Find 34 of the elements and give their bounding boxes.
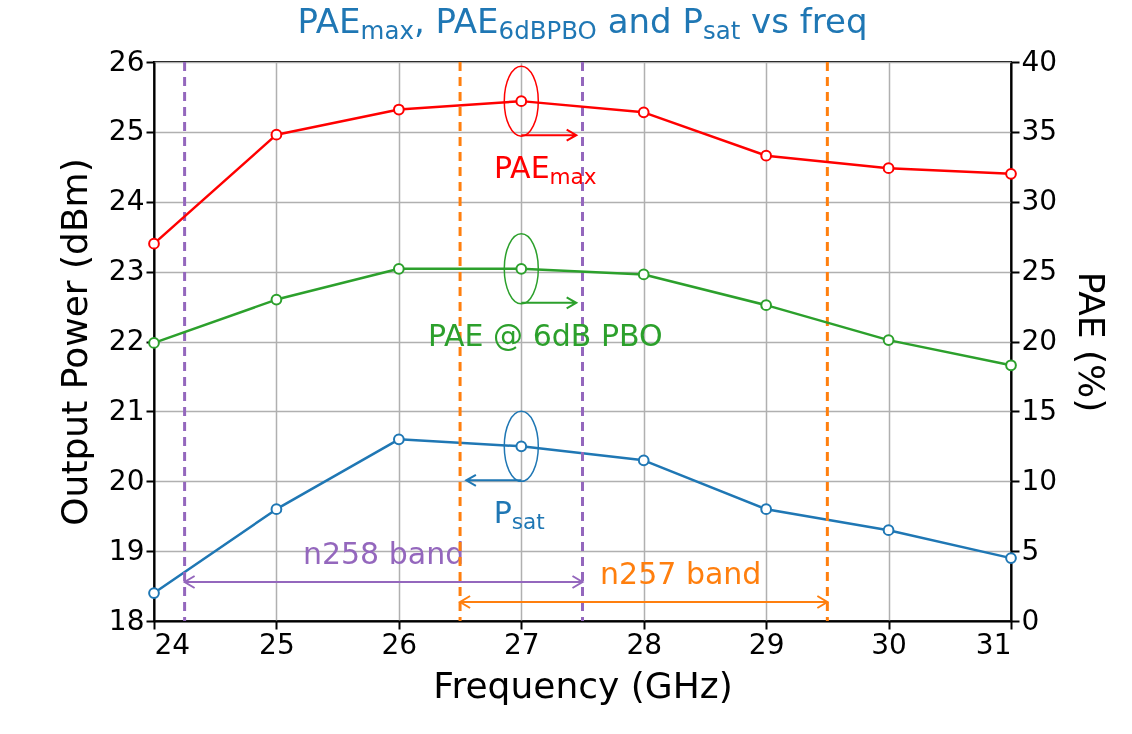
x-tick-label: 25 [259, 627, 295, 661]
chart-title: PAE$_{max}$, PAE$_{6dBPBO}$ and P$_{sat}$ vs freq [297, 1, 868, 45]
x-tick-label: 24 [154, 627, 191, 661]
y2-tick-label: 15 [1021, 393, 1058, 427]
y2-tick-label: 35 [1021, 114, 1058, 148]
x-tick-label: 31 [975, 627, 1012, 661]
y-axis-title: Output Power (dBm) [53, 158, 95, 526]
y-tick-label: 23 [108, 254, 145, 288]
y2-tick-label: 40 [1021, 44, 1058, 78]
y2-tick-label: 10 [1021, 463, 1058, 497]
y-tick-label: 18 [108, 603, 145, 637]
ref-line-label: n257 band [600, 556, 762, 591]
x-tick-label: 30 [871, 627, 907, 661]
legend-label: P$_{sat}$ [493, 495, 545, 534]
y2-axis-title: PAE (%) [1071, 271, 1113, 413]
y-tick-label: 19 [108, 533, 145, 567]
y2-tick-label: 25 [1021, 254, 1058, 288]
y-tick-label: 21 [108, 393, 145, 427]
x-tick-label: 27 [503, 627, 540, 661]
y2-tick-label: 0 [1021, 603, 1040, 637]
x-axis-title: Frequency (GHz) [433, 664, 733, 706]
y-tick-label: 22 [108, 324, 145, 357]
y-tick-label: 25 [108, 114, 145, 148]
legend-label: PAE$_{max}$ [493, 150, 597, 189]
y-tick-label: 24 [108, 184, 145, 218]
y-tick-label: 20 [108, 463, 145, 497]
x-tick-label: 29 [748, 627, 785, 661]
y2-tick-label: 30 [1021, 184, 1058, 218]
x-tick-label: 26 [381, 627, 418, 661]
x-tick-label: 28 [626, 627, 663, 661]
y2-tick-label: 5 [1021, 533, 1040, 567]
legend-label: PAE @ 6dB PBO [427, 317, 663, 353]
y-tick-label: 26 [108, 44, 145, 78]
y2-tick-label: 20 [1021, 324, 1058, 357]
